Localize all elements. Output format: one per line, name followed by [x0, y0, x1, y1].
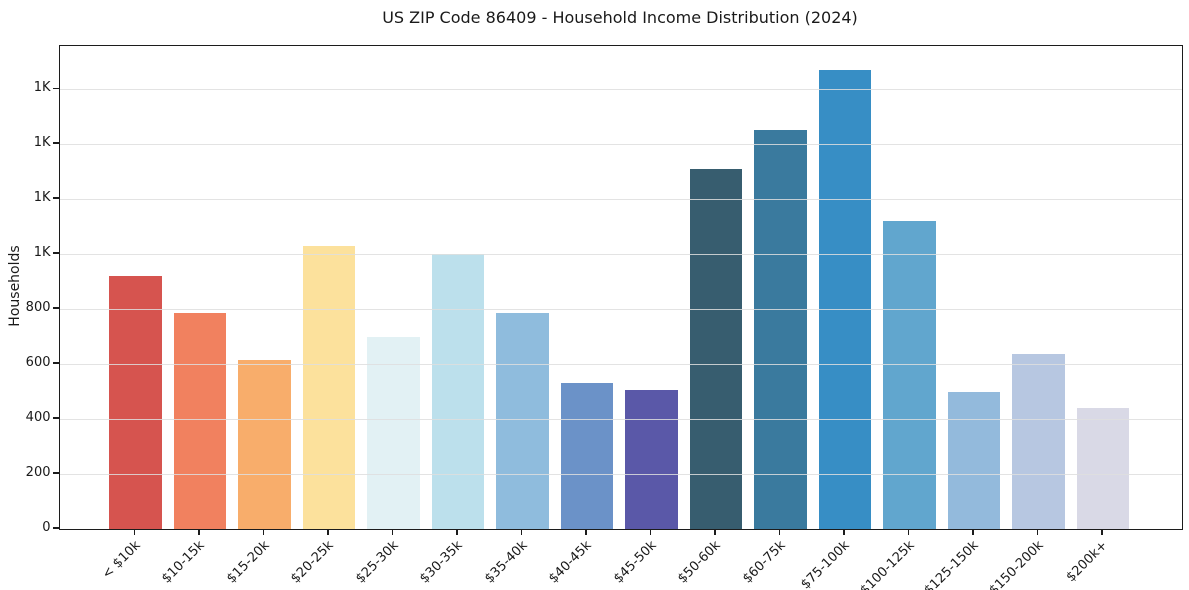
y-tick-mark: [52, 142, 59, 144]
x-tick-mark: [327, 529, 329, 536]
x-tick-mark: [198, 529, 200, 536]
y-tick-mark: [52, 252, 59, 254]
gridline: [60, 309, 1182, 311]
y-tick-label: 200: [25, 465, 51, 481]
gridline: [60, 474, 1182, 476]
bar-$100-125k: [883, 221, 936, 529]
x-tick-mark: [972, 529, 974, 536]
gridline: [60, 89, 1182, 91]
x-tick-mark: [133, 529, 136, 536]
y-tick-label: 600: [25, 355, 51, 371]
x-tick-mark: [456, 529, 458, 536]
y-tick-mark: [52, 87, 59, 89]
x-tick-mark: [1036, 529, 1039, 536]
x-tick-mark: [843, 529, 845, 536]
y-tick-label: 400: [25, 410, 51, 426]
y-tick-label: 1K: [33, 245, 51, 261]
bar-$45-50k: [625, 390, 678, 529]
x-tick-mark: [907, 529, 910, 536]
bar-< $10k: [109, 276, 162, 529]
x-tick-mark: [520, 529, 523, 536]
x-tick-mark: [778, 529, 781, 536]
y-tick-label: 800: [25, 300, 51, 316]
y-tick-label: 0: [42, 520, 51, 535]
bar-$75-100k: [818, 69, 872, 529]
bar-$25-30k: [367, 336, 420, 529]
bar-$200k+: [1076, 408, 1130, 529]
bar-$35-40k: [496, 313, 549, 529]
y-tick-mark: [52, 472, 59, 474]
gridline: [60, 254, 1182, 256]
y-tick-label: 1K: [33, 135, 51, 151]
x-tick-mark: [585, 529, 587, 536]
bar-$30-35k: [431, 254, 485, 529]
y-tick-mark: [52, 417, 59, 419]
y-tick-mark: [52, 527, 59, 529]
y-tick-label: 1K: [33, 190, 51, 206]
x-tick-mark: [391, 529, 394, 536]
y-tick-mark: [52, 307, 59, 309]
bar-$10-15k: [173, 313, 227, 529]
plot-area: [59, 45, 1183, 530]
bar-$150-200k: [1012, 354, 1065, 529]
y-tick-label: 1K: [33, 80, 51, 96]
gridline: [60, 144, 1182, 146]
bar-$60-75k: [754, 130, 807, 529]
bar-$50-60k: [689, 168, 743, 529]
bar-$20-25k: [302, 245, 356, 529]
y-tick-mark: [52, 197, 59, 199]
x-tick-mark: [714, 529, 716, 536]
x-tick-mark: [262, 529, 265, 536]
gridline: [60, 419, 1182, 421]
gridline: [60, 199, 1182, 201]
x-tick-mark: [649, 529, 652, 536]
y-tick-mark: [52, 362, 59, 364]
x-tick-label: < $10k: [99, 538, 144, 583]
bar-$15-20k: [238, 359, 291, 529]
gridline: [60, 364, 1182, 366]
chart-title: US ZIP Code 86409 - Household Income Dis…: [382, 8, 858, 27]
bar-$40-45k: [560, 383, 614, 529]
x-tick-mark: [1101, 529, 1103, 536]
bar-$125-150k: [947, 391, 1001, 529]
